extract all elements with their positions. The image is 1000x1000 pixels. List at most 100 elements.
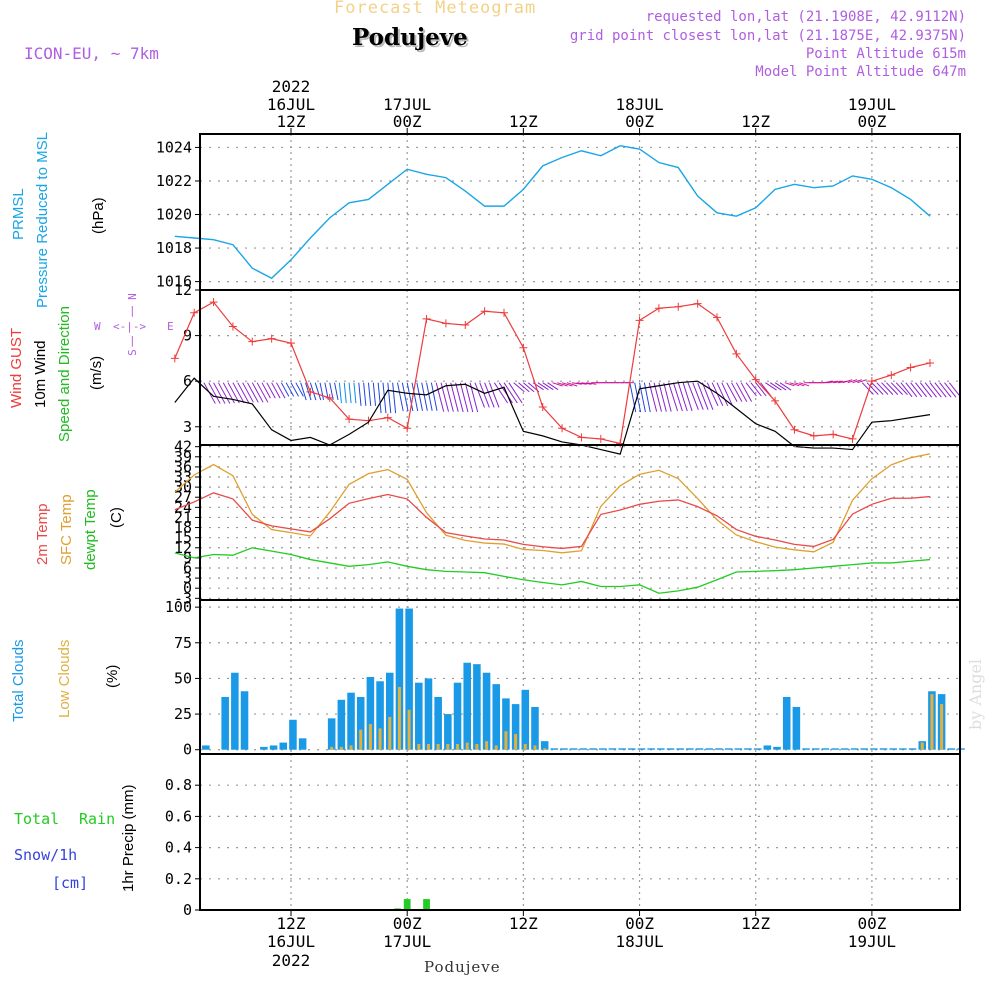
- total-cloud-bar: [560, 748, 568, 750]
- y-tick-label: 12: [174, 539, 192, 557]
- wind-barb: [430, 382, 438, 411]
- wind-barb: [687, 382, 699, 410]
- y-tick-label: 75: [174, 634, 192, 652]
- wind-barb: [895, 382, 908, 395]
- wind-barb: [948, 382, 962, 398]
- y-tick-label: 24: [174, 498, 192, 516]
- total-cloud-bar: [444, 714, 452, 750]
- top-time-label-year: 2022: [272, 77, 311, 96]
- total-cloud-bar: [724, 748, 733, 750]
- y-tick-label: 9: [183, 549, 192, 567]
- low-cloud-bar: [533, 745, 537, 750]
- wind-barb: [523, 382, 535, 393]
- wind-barb: [503, 382, 518, 404]
- bottom-time-label-hour: 00Z: [625, 914, 654, 933]
- total-cloud-bar: [385, 672, 394, 750]
- wind-barb: [919, 382, 933, 398]
- wind-barb: [581, 382, 592, 385]
- total-cloud-bar: [618, 748, 626, 750]
- total-cloud-bar: [260, 746, 268, 750]
- top-time-label-date: 16JUL: [267, 95, 315, 114]
- wind-barb: [726, 382, 738, 402]
- total-cloud-bar: [811, 748, 820, 750]
- wind-barb: [890, 382, 904, 395]
- wind-barb: [794, 382, 805, 387]
- wind-barb: [459, 382, 469, 413]
- wind-barb: [629, 382, 637, 413]
- bottom-time-label-hour: 12Z: [277, 914, 306, 933]
- sfc-line: [174, 453, 931, 554]
- gust-marker: [422, 314, 431, 323]
- y-tick-label: 18: [174, 519, 192, 537]
- gust-marker: [693, 299, 702, 308]
- total-cloud-bar: [860, 748, 868, 750]
- top-time-label-hour: 12Z: [277, 112, 306, 131]
- wind-barb: [280, 382, 290, 397]
- wind-barb: [774, 382, 787, 391]
- wind-barb: [842, 379, 853, 384]
- wind-barb: [552, 382, 563, 387]
- wind-barb: [924, 382, 937, 398]
- low-cloud-bar: [523, 744, 527, 750]
- y-tick-label: 3: [183, 418, 192, 436]
- total-cloud-bar: [879, 748, 888, 750]
- wind-barb: [861, 382, 874, 395]
- total-cloud-bar: [676, 748, 684, 750]
- total-cloud-bar: [569, 748, 578, 750]
- wind-barb: [343, 382, 347, 404]
- wind-barb: [702, 382, 714, 410]
- wind-barb: [663, 382, 672, 412]
- gust-marker: [654, 304, 663, 313]
- wind-barb: [222, 382, 235, 404]
- wind-barb: [929, 382, 942, 398]
- gust-marker: [712, 313, 721, 322]
- wind-barb: [857, 379, 867, 384]
- rain-bar: [423, 899, 430, 910]
- gust-marker: [887, 371, 896, 380]
- total-cloud-bar: [734, 748, 743, 750]
- wind-barb: [276, 382, 286, 399]
- total-cloud-bar: [744, 748, 752, 750]
- low-cloud-bar: [456, 744, 460, 750]
- wind-barb: [479, 382, 490, 408]
- bottom-time-label-year: 2022: [272, 951, 311, 970]
- wind-barb: [682, 382, 693, 412]
- wind-barb: [392, 382, 397, 414]
- point-altitude: Point Altitude 615m: [805, 46, 966, 62]
- total-cloud-bar: [521, 689, 530, 750]
- total-cloud-bar: [589, 748, 597, 750]
- wind-barb: [445, 382, 454, 412]
- wind-barb: [571, 382, 582, 385]
- gust-marker: [925, 358, 934, 367]
- wind-barb: [755, 382, 767, 397]
- wind-barb: [455, 382, 464, 413]
- wind-barb: [653, 382, 662, 412]
- y-tick-label: 1024: [156, 138, 192, 156]
- wind-barb: [513, 382, 525, 393]
- wind-barb: [208, 382, 221, 404]
- rain-bar: [403, 899, 411, 910]
- panel-frame: [199, 133, 961, 291]
- y-tick-label: 36: [174, 458, 192, 476]
- total-cloud-bar: [657, 748, 665, 750]
- gust-marker: [596, 434, 605, 443]
- wind-barb: [295, 382, 304, 397]
- gust-marker: [364, 416, 373, 425]
- wind-barb: [692, 382, 704, 410]
- y-tick-label: 0: [183, 741, 192, 759]
- wind-barb: [348, 382, 352, 404]
- y-tick-label: 1018: [156, 239, 192, 257]
- total-cloud-bar: [511, 704, 520, 750]
- low-cloud-bar: [388, 716, 392, 750]
- gust-marker: [228, 322, 237, 331]
- total-cloud-bar: [850, 748, 859, 750]
- total-cloud-bar: [773, 746, 781, 750]
- gridpoint-coords: grid point closest lon,lat (21.1875E, 42…: [569, 28, 966, 44]
- wind-barb: [300, 382, 307, 401]
- total-cloud-bar: [202, 745, 210, 750]
- y-tick-label: 42: [174, 438, 192, 456]
- wind-barb: [251, 382, 264, 403]
- gust-marker: [577, 433, 586, 442]
- wind-barb: [639, 382, 646, 413]
